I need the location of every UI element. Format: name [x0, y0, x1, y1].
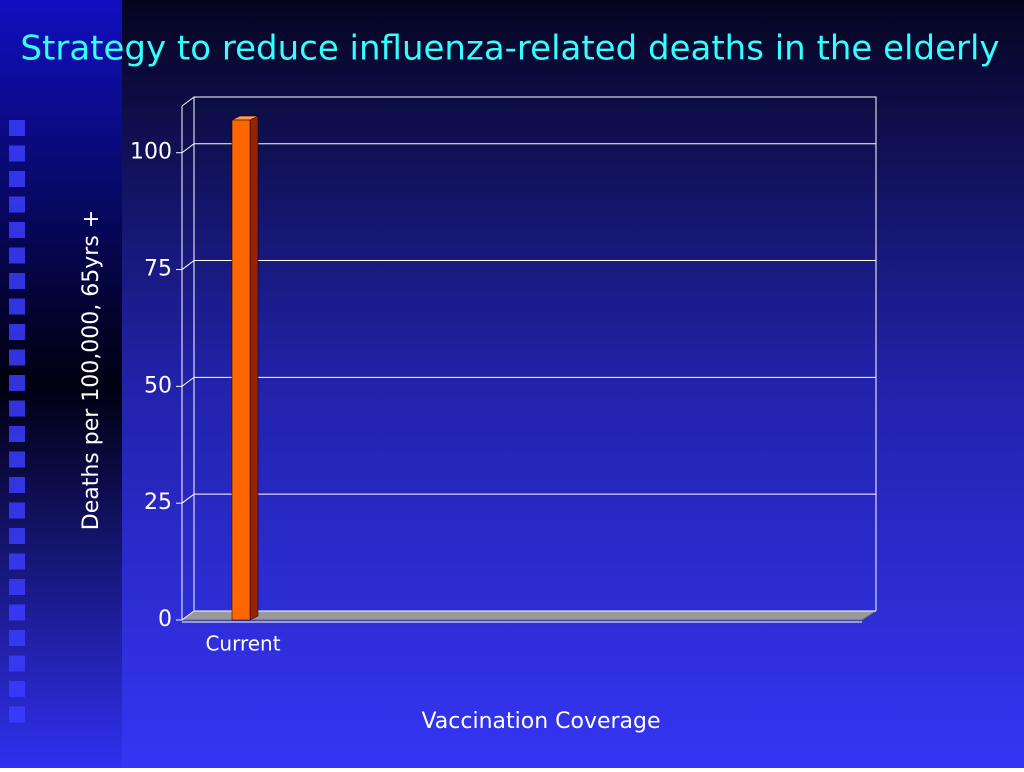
square — [9, 604, 25, 621]
x-tick-label: Current — [205, 632, 280, 656]
grid-depth — [181, 260, 195, 270]
bar-side — [249, 115, 259, 621]
square — [9, 528, 25, 544]
square — [9, 477, 25, 493]
grid-depth — [181, 493, 195, 504]
square — [9, 145, 25, 162]
y-tick-label: 100 — [130, 140, 172, 165]
square — [9, 273, 25, 289]
grid-depth — [181, 143, 195, 154]
square — [9, 171, 25, 187]
square — [9, 655, 25, 672]
y-tick-label: 50 — [144, 373, 172, 398]
square — [9, 324, 25, 340]
square — [9, 706, 25, 723]
square — [9, 579, 25, 595]
square — [9, 247, 25, 264]
y-tick-label: 25 — [144, 490, 172, 515]
square — [9, 426, 25, 442]
grid-depth — [181, 376, 195, 387]
chart-title: Strategy to reduce influenza-related dea… — [20, 29, 999, 69]
decoration — [9, 120, 25, 723]
square — [9, 451, 25, 468]
square — [9, 196, 25, 213]
square — [9, 400, 25, 417]
y-tick-label: 0 — [158, 607, 172, 632]
y-axis-title: Deaths per 100,000, 65yrs + — [79, 210, 104, 530]
y-tick-label: 75 — [144, 257, 172, 282]
floor — [180, 610, 878, 621]
bar — [231, 119, 251, 621]
square — [9, 222, 25, 238]
y-axis-depth — [181, 96, 195, 107]
square — [9, 630, 25, 646]
square — [9, 349, 25, 366]
x-axis-title: Vaccination Coverage — [421, 709, 660, 734]
square — [9, 681, 25, 697]
square — [9, 502, 25, 519]
square — [9, 553, 25, 570]
square — [9, 120, 25, 136]
square — [9, 375, 25, 391]
square — [9, 298, 25, 315]
grid-depth — [181, 610, 195, 621]
